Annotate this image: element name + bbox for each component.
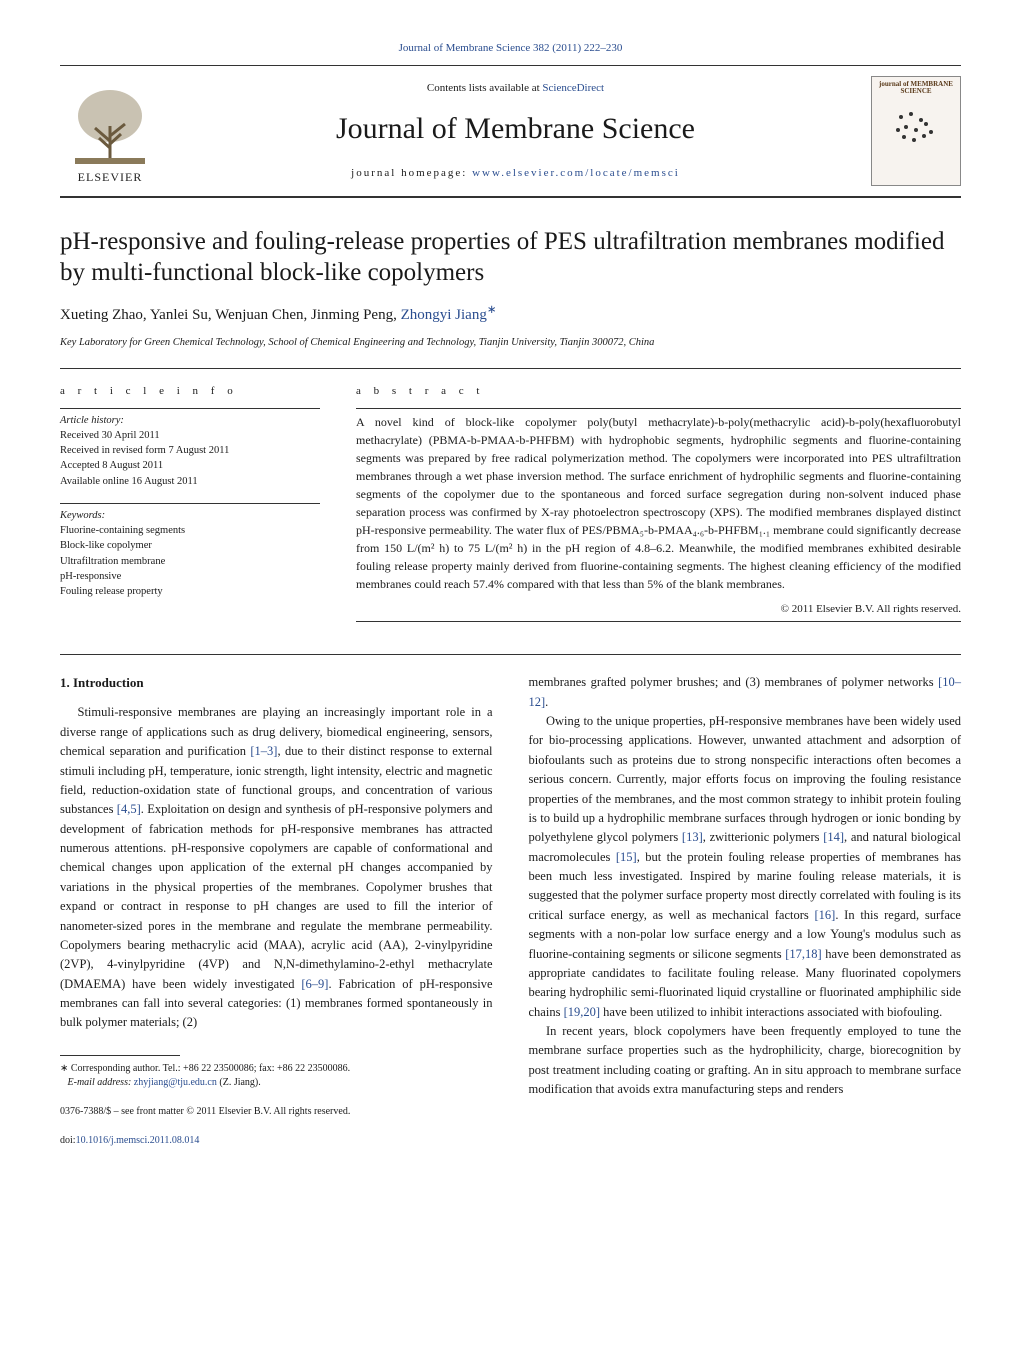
affiliation: Key Laboratory for Green Chemical Techno… xyxy=(60,335,961,351)
p3a: Owing to the unique properties, pH-respo… xyxy=(529,714,962,844)
accepted-date: Accepted 8 August 2011 xyxy=(60,458,320,473)
info-abstract-row: a r t i c l e i n f o Article history: R… xyxy=(60,368,961,626)
email-label: E-mail address: xyxy=(68,1077,134,1088)
article-title: pH-responsive and fouling-release proper… xyxy=(60,226,961,289)
section-1-heading: 1. Introduction xyxy=(60,673,493,693)
email-suffix: (Z. Jiang). xyxy=(217,1077,261,1088)
abs-rule-bottom xyxy=(356,621,961,622)
journal-cover-thumbnail: journal of MEMBRANE SCIENCE xyxy=(871,76,961,186)
abstract-column: a b s t r a c t A novel kind of block-li… xyxy=(356,383,961,626)
corresponding-author-link[interactable]: Zhongyi Jiang xyxy=(401,307,487,323)
ref-17-18[interactable]: [17,18] xyxy=(785,947,821,961)
contents-prefix: Contents lists available at xyxy=(427,82,542,94)
corresponding-footnote: ∗ Corresponding author. Tel.: +86 22 235… xyxy=(60,1062,493,1090)
masthead-center: Contents lists available at ScienceDirec… xyxy=(180,80,851,182)
elsevier-tree-icon xyxy=(65,86,155,166)
contents-line: Contents lists available at ScienceDirec… xyxy=(180,80,851,97)
masthead: ELSEVIER Contents lists available at Sci… xyxy=(60,76,961,186)
p1c: . Exploitation on design and synthesis o… xyxy=(60,802,493,990)
doi-link[interactable]: 10.1016/j.memsci.2011.08.014 xyxy=(76,1135,200,1146)
abstract-copyright: © 2011 Elsevier B.V. All rights reserved… xyxy=(356,601,961,618)
revised-date: Received in revised form 7 August 2011 xyxy=(60,443,320,458)
ref-1-3[interactable]: [1–3] xyxy=(250,744,277,758)
article-info-column: a r t i c l e i n f o Article history: R… xyxy=(60,383,320,626)
p3g: have been utilized to inhibit interactio… xyxy=(600,1005,942,1019)
journal-ref-link[interactable]: Journal of Membrane Science 382 (2011) 2… xyxy=(399,42,623,54)
p2b: . xyxy=(545,695,548,709)
keywords-head: Keywords: xyxy=(60,508,320,523)
rule-below-masthead xyxy=(60,196,961,198)
ref-15[interactable]: [15] xyxy=(616,850,637,864)
abstract-label: a b s t r a c t xyxy=(356,383,961,400)
cover-title: journal of MEMBRANE SCIENCE xyxy=(876,81,956,96)
footnote-text: Corresponding author. Tel.: +86 22 23500… xyxy=(68,1063,350,1074)
email-link[interactable]: zhyjiang@tju.edu.cn xyxy=(134,1077,217,1088)
doi-label: doi: xyxy=(60,1135,76,1146)
issn-line: 0376-7388/$ – see front matter © 2011 El… xyxy=(60,1104,493,1120)
ref-6-9[interactable]: [6–9] xyxy=(301,977,328,991)
ref-19-20[interactable]: [19,20] xyxy=(564,1005,600,1019)
footnote-separator xyxy=(60,1055,180,1056)
keywords-block: Keywords: Fluorine-containing segments B… xyxy=(60,508,320,599)
journal-name: Journal of Membrane Science xyxy=(180,106,851,151)
article-info-label: a r t i c l e i n f o xyxy=(60,383,320,400)
online-date: Available online 16 August 2011 xyxy=(60,474,320,489)
right-column: membranes grafted polymer brushes; and (… xyxy=(529,673,962,1149)
info-rule-1 xyxy=(60,408,320,409)
para-3: Owing to the unique properties, pH-respo… xyxy=(529,712,962,1022)
p2a: membranes grafted polymer brushes; and (… xyxy=(529,675,939,689)
keyword-4: pH-responsive xyxy=(60,569,320,584)
keyword-3: Ultrafiltration membrane xyxy=(60,554,320,569)
keyword-1: Fluorine-containing segments xyxy=(60,523,320,538)
abs-rule xyxy=(356,408,961,409)
journal-reference: Journal of Membrane Science 382 (2011) 2… xyxy=(60,40,961,57)
cover-art-icon xyxy=(886,102,946,152)
para-2-continuation: membranes grafted polymer brushes; and (… xyxy=(529,673,962,712)
info-rule-2 xyxy=(60,503,320,504)
abstract-text: A novel kind of block-like copolymer pol… xyxy=(356,413,961,593)
homepage-line: journal homepage: www.elsevier.com/locat… xyxy=(180,165,851,182)
sciencedirect-link[interactable]: ScienceDirect xyxy=(542,82,604,94)
ref-16[interactable]: [16] xyxy=(815,908,836,922)
doi-line: doi:10.1016/j.memsci.2011.08.014 xyxy=(60,1133,493,1149)
body-columns: 1. Introduction Stimuli-responsive membr… xyxy=(60,654,961,1149)
p3b: , zwitterionic polymers xyxy=(703,830,823,844)
para-4: In recent years, block copolymers have b… xyxy=(529,1022,962,1100)
keyword-2: Block-like copolymer xyxy=(60,538,320,553)
intro-para-1: Stimuli-responsive membranes are playing… xyxy=(60,703,493,1032)
ref-4-5[interactable]: [4,5] xyxy=(117,802,141,816)
received-date: Received 30 April 2011 xyxy=(60,428,320,443)
article-history: Article history: Received 30 April 2011 … xyxy=(60,413,320,489)
author-list: Xueting Zhao, Yanlei Su, Wenjuan Chen, J… xyxy=(60,302,961,327)
homepage-link[interactable]: www.elsevier.com/locate/memsci xyxy=(472,167,680,179)
left-column: 1. Introduction Stimuli-responsive membr… xyxy=(60,673,493,1149)
history-head: Article history: xyxy=(60,413,320,428)
corr-asterisk: ∗ xyxy=(487,304,496,316)
rule-top xyxy=(60,65,961,66)
authors-plain: Xueting Zhao, Yanlei Su, Wenjuan Chen, J… xyxy=(60,307,401,323)
ref-14[interactable]: [14] xyxy=(823,830,844,844)
keyword-5: Fouling release property xyxy=(60,584,320,599)
ref-13[interactable]: [13] xyxy=(682,830,703,844)
homepage-prefix: journal homepage: xyxy=(351,167,472,179)
publisher-name: ELSEVIER xyxy=(78,168,143,186)
publisher-logo: ELSEVIER xyxy=(60,76,160,186)
